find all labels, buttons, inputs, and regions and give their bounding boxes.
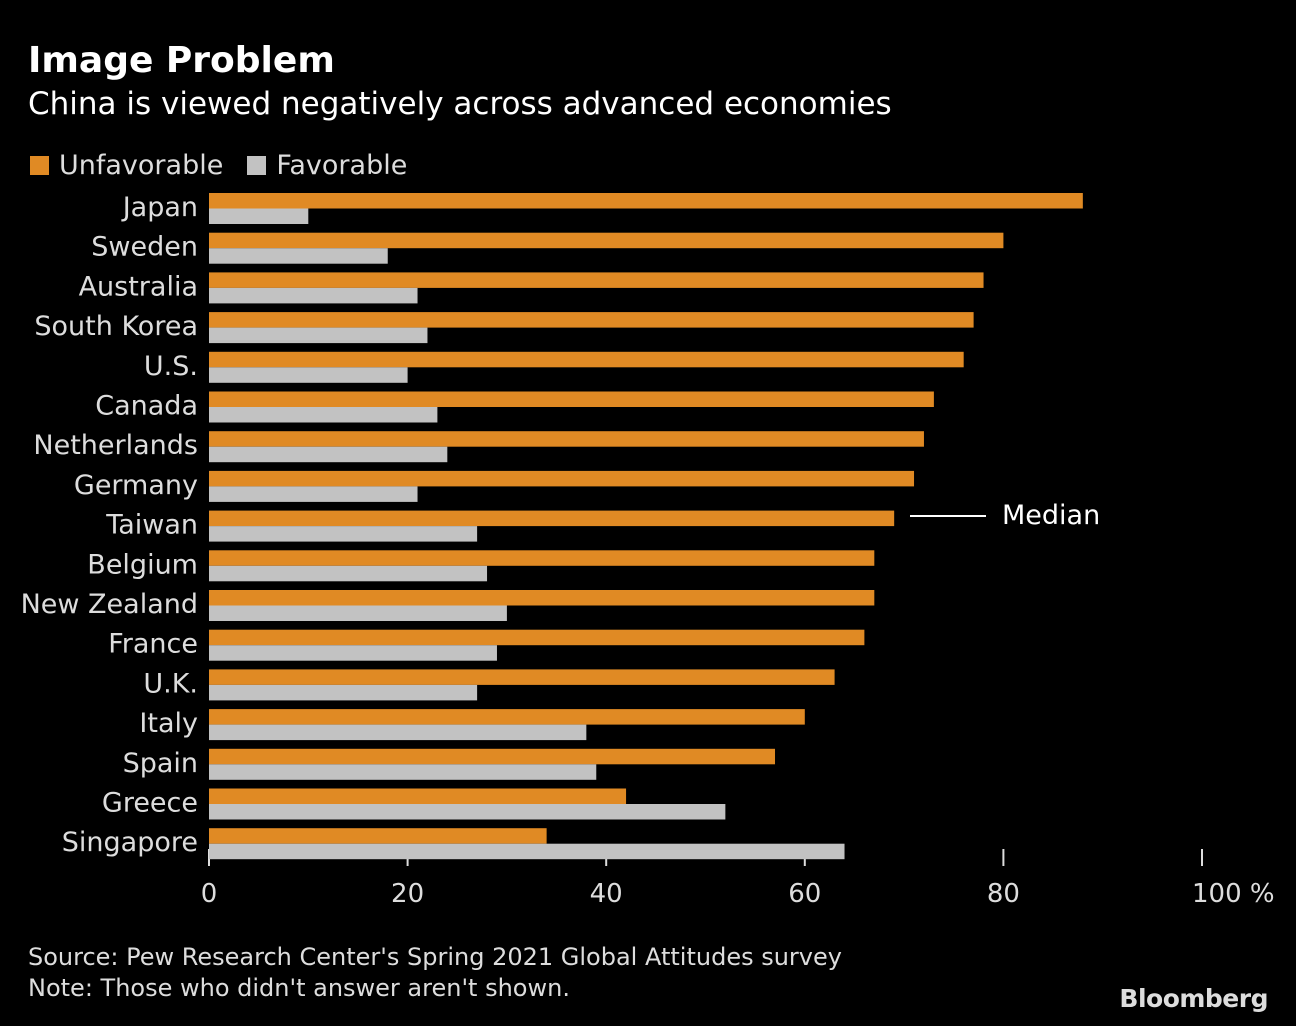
x-tick-label: 60 — [788, 879, 821, 909]
bar-unfavorable — [209, 709, 805, 725]
bar-favorable — [209, 605, 507, 621]
category-label: Greece — [102, 788, 198, 819]
bar-favorable — [209, 446, 448, 463]
category-label: Italy — [139, 708, 198, 739]
category-label: Spain — [123, 748, 198, 779]
source-text: Source: Pew Research Center's Spring 202… — [28, 943, 842, 971]
category-label: South Korea — [34, 311, 198, 342]
category-label: France — [108, 629, 198, 660]
bar-unfavorable — [209, 470, 915, 487]
bar-unfavorable — [209, 272, 984, 288]
category-label: Netherlands — [33, 430, 198, 461]
bar-favorable — [209, 327, 428, 344]
legend-swatch-favorable — [247, 156, 267, 175]
category-label: Canada — [95, 391, 198, 422]
bar-unfavorable — [209, 629, 865, 646]
bar-unfavorable — [209, 788, 627, 804]
bloomberg-logo: Bloomberg — [1119, 984, 1268, 1013]
x-tick-label: 100 % — [1192, 879, 1275, 909]
chart-subtitle: China is viewed negatively across advanc… — [28, 86, 892, 122]
bar-favorable — [209, 843, 845, 860]
median-label: Median — [1002, 500, 1100, 531]
bar-unfavorable — [209, 669, 835, 685]
bar-unfavorable — [209, 510, 895, 527]
x-tick-label: 40 — [590, 879, 623, 909]
bar-favorable — [209, 526, 478, 542]
footer: Source: Pew Research Center's Spring 202… — [28, 942, 842, 1004]
bar-favorable — [209, 407, 438, 423]
bar-unfavorable — [209, 828, 547, 844]
x-tick-label: 80 — [987, 879, 1020, 909]
category-label: Sweden — [91, 232, 198, 263]
bar-unfavorable — [209, 193, 1083, 209]
bar-unfavorable — [209, 391, 934, 407]
bar-favorable — [209, 724, 587, 741]
bar-unfavorable — [209, 431, 924, 447]
bar-favorable — [209, 804, 726, 820]
category-label: Singapore — [62, 827, 198, 858]
category-label: New Zealand — [21, 589, 198, 620]
note-text: Note: Those who didn't answer aren't sho… — [28, 974, 570, 1002]
legend-label-favorable: Favorable — [276, 150, 408, 181]
category-label: Japan — [121, 192, 198, 223]
bar-unfavorable — [209, 351, 964, 368]
bar-unfavorable — [209, 232, 1004, 249]
legend: Unfavorable Favorable — [30, 150, 431, 181]
legend-swatch-unfavorable — [30, 156, 49, 175]
bar-unfavorable — [209, 550, 875, 566]
chart-title: Image Problem — [28, 40, 335, 81]
category-label: U.K. — [143, 668, 198, 699]
bar-favorable — [209, 367, 408, 383]
x-tick-label: 0 — [201, 879, 218, 909]
bar-favorable — [209, 248, 388, 264]
legend-label-unfavorable: Unfavorable — [59, 150, 224, 181]
category-label: Belgium — [87, 549, 198, 580]
category-label: Taiwan — [105, 510, 198, 541]
x-tick-label: 20 — [391, 879, 424, 909]
bar-favorable — [209, 287, 418, 304]
bar-favorable — [209, 645, 497, 661]
bar-unfavorable — [209, 312, 974, 328]
bar-favorable — [209, 764, 597, 780]
bar-favorable — [209, 565, 488, 582]
bar-favorable — [209, 208, 309, 224]
bar-unfavorable — [209, 590, 875, 606]
category-label: Germany — [74, 470, 198, 501]
category-label: Australia — [79, 271, 198, 302]
bar-favorable — [209, 486, 418, 502]
category-label: U.S. — [144, 351, 198, 382]
bar-favorable — [209, 684, 478, 701]
bar-unfavorable — [209, 748, 776, 765]
